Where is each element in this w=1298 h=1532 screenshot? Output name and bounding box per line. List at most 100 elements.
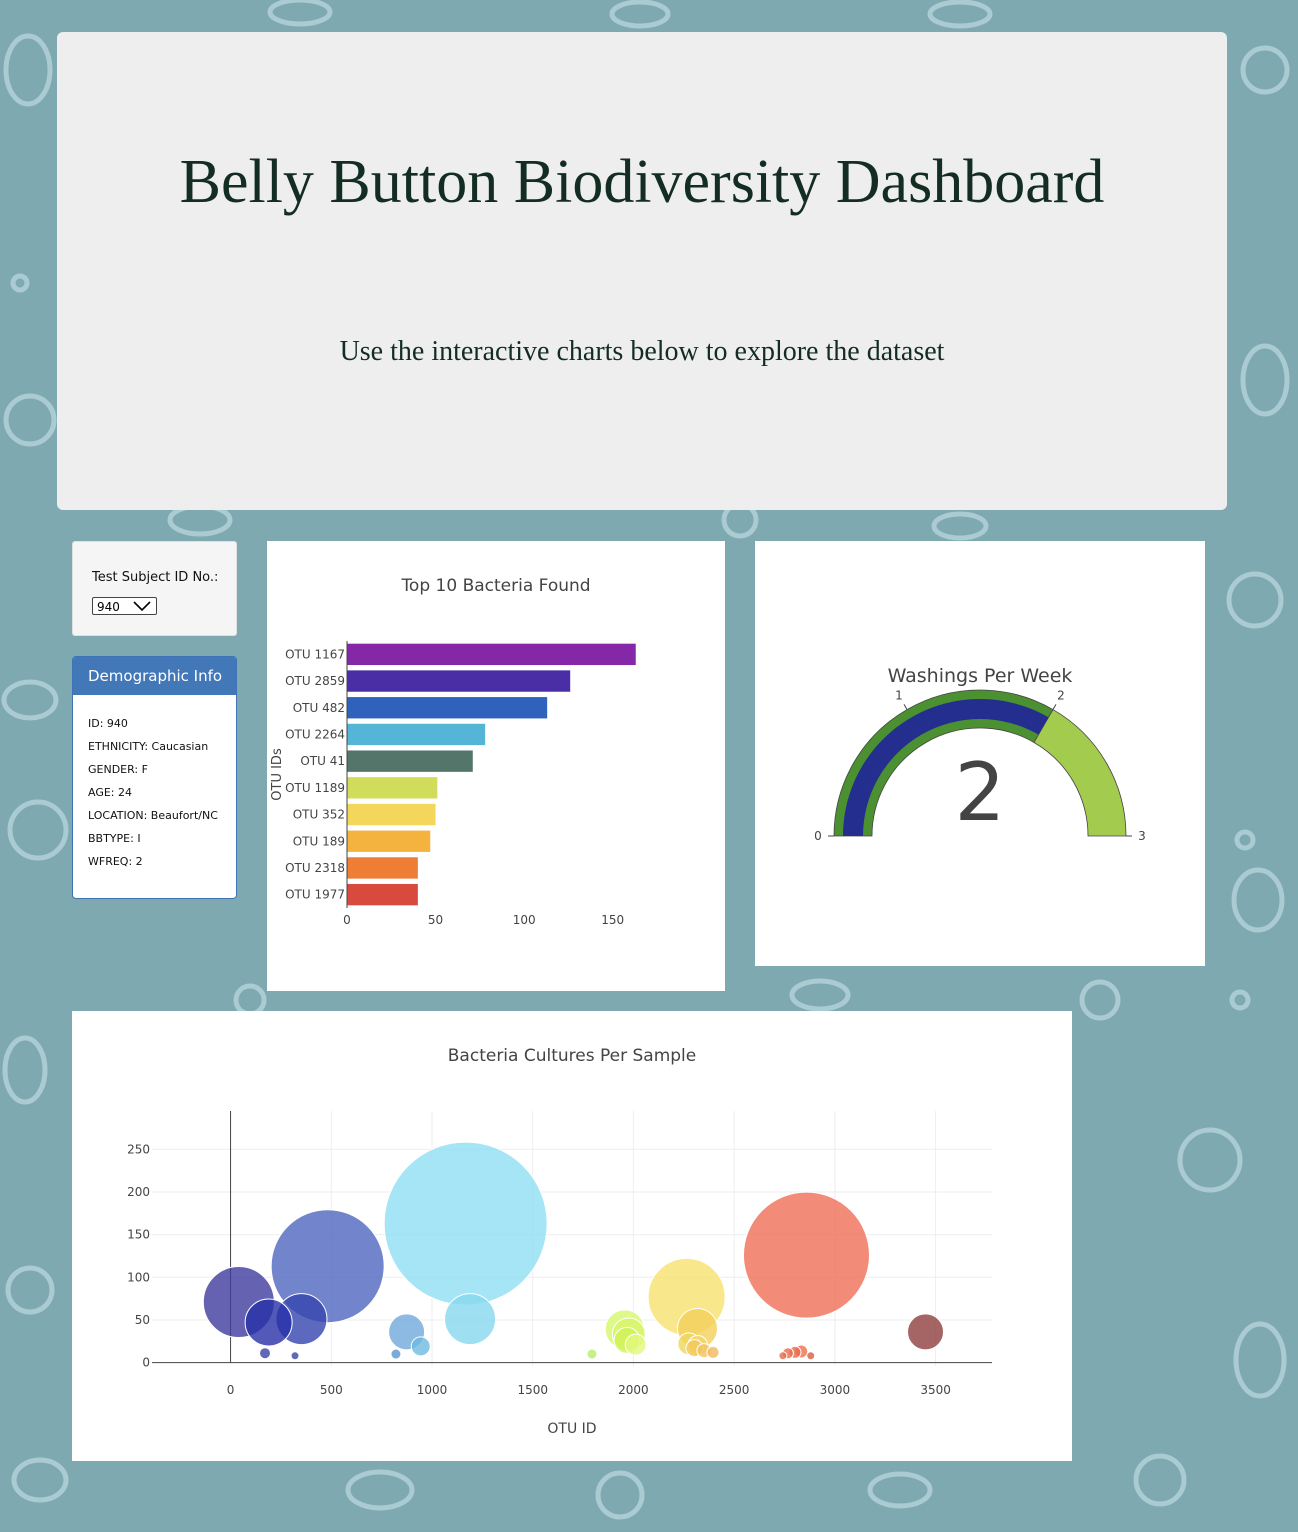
demographic-row-wfreq: WFREQ: 2 <box>88 855 143 868</box>
microbe-icon <box>267 0 333 27</box>
bar-otu-1167[interactable] <box>347 643 636 666</box>
microbe-icon <box>2 1035 48 1105</box>
bar-y-tick-label: OTU 2318 <box>285 861 345 875</box>
subject-selector-label: Test Subject ID No.: <box>92 570 219 585</box>
microbe-icon <box>3 393 57 447</box>
demographic-row-location: LOCATION: Beaufort/NC <box>88 809 218 822</box>
bubble-otu-1167[interactable] <box>383 1141 548 1306</box>
microbe-icon <box>233 983 267 1017</box>
gauge-value-number: 2 <box>955 746 1006 839</box>
bubble-y-tick-label: 200 <box>127 1185 150 1199</box>
bubble-chart-title: Bacteria Cultures Per Sample <box>448 1046 696 1066</box>
subject-id-selected-value: 940 <box>97 600 120 614</box>
bubble-otu-189[interactable] <box>244 1298 293 1347</box>
bubble-otu-2742[interactable] <box>778 1351 788 1361</box>
demographic-info-body: ID: 940 ETHNICITY: Caucasian GENDER: F A… <box>73 695 236 878</box>
microbe-icon <box>595 1470 645 1520</box>
gauge-chart-card: Washings Per Week 0 1 2 3 2 <box>755 541 1205 966</box>
microbe-icon <box>1177 1127 1243 1193</box>
bar-otu-352[interactable] <box>347 803 436 826</box>
bubble-x-tick-label: 500 <box>320 1383 343 1397</box>
bubble-otu-3450[interactable] <box>907 1313 945 1351</box>
gauge-title: Washings Per Week <box>888 665 1073 687</box>
bar-y-tick-label: OTU 2264 <box>285 727 345 741</box>
microbe-icon <box>1133 1453 1187 1507</box>
bubble-x-tick-label: 0 <box>227 1383 235 1397</box>
demographic-row-bbtype: BBTYPE: I <box>88 832 141 845</box>
bar-x-tick-label: 50 <box>428 913 443 927</box>
bar-y-tick-label: OTU 352 <box>293 808 345 822</box>
bar-otu-1977[interactable] <box>347 883 418 906</box>
demographic-info-heading: Demographic Info <box>73 657 236 695</box>
bar-otu-2264[interactable] <box>347 723 486 746</box>
demographic-row-id: ID: 940 <box>88 717 128 730</box>
microbe-icon <box>345 1469 415 1511</box>
bar-otu-1189[interactable] <box>347 777 438 799</box>
gauge-chart[interactable]: Washings Per Week 0 1 2 3 2 <box>755 541 1205 966</box>
bar-otu-2859[interactable] <box>347 670 571 692</box>
bubble-x-tick-label: 3500 <box>920 1383 951 1397</box>
bubble-otu-2880[interactable] <box>806 1351 816 1361</box>
bubble-otu-2011[interactable] <box>624 1333 647 1356</box>
microbe-icon <box>867 1471 933 1509</box>
bar-y-tick-label: OTU 1189 <box>285 781 345 795</box>
bubble-x-tick-label: 1500 <box>517 1383 548 1397</box>
demographic-row-age: AGE: 24 <box>88 786 133 799</box>
bubble-otu-944[interactable] <box>410 1336 431 1357</box>
bubble-otu-171[interactable] <box>259 1347 272 1360</box>
bar-x-tick-label: 150 <box>601 913 624 927</box>
page-title: Belly Button Biodiversity Dashboard <box>179 148 1105 216</box>
bubble-otu-821[interactable] <box>390 1348 402 1360</box>
page-subtitle: Use the interactive charts below to expl… <box>339 336 945 367</box>
bubble-otu-2859[interactable] <box>742 1191 870 1319</box>
demographic-info-panel: Demographic Info ID: 940 ETHNICITY: Cauc… <box>72 656 237 899</box>
microbe-icon <box>1229 989 1251 1011</box>
bar-chart-card: Top 10 Bacteria Found OTU IDs OTU 1167 OTU … <box>267 541 725 991</box>
bar-chart[interactable]: Top 10 Bacteria Found OTU IDs OTU 1167 OTU … <box>267 541 725 991</box>
bar-otu-2318[interactable] <box>347 857 418 879</box>
chevron-down-icon <box>133 601 151 612</box>
bubble-x-tick-label: 3000 <box>820 1383 851 1397</box>
microbe-icon <box>927 0 993 29</box>
bar-y-tick-label: OTU 482 <box>293 701 345 715</box>
microbe-icon <box>5 1265 55 1315</box>
header-jumbotron: Belly Button Biodiversity Dashboard Use … <box>57 32 1227 510</box>
gauge-tick-mark <box>1052 704 1057 710</box>
bar-y-tick-label: OTU 1167 <box>285 647 345 661</box>
bar-y-tick-label: OTU 2859 <box>285 674 345 688</box>
bubble-x-tick-label: 2000 <box>618 1383 649 1397</box>
bubble-y-tick-label: 50 <box>135 1313 150 1327</box>
bubble-x-tick-label: 2500 <box>719 1383 750 1397</box>
bar-chart-y-axis-label: OTU IDs <box>270 748 285 801</box>
bar-x-tick-label: 0 <box>343 913 351 927</box>
microbe-icon <box>1233 1321 1287 1399</box>
bar-otu-41[interactable] <box>347 750 473 772</box>
demographic-row-gender: GENDER: F <box>88 763 148 776</box>
gauge-tick-label: 0 <box>814 829 822 843</box>
bubble-otu-320[interactable] <box>290 1351 300 1361</box>
microbe-icon <box>931 511 989 541</box>
bubble-y-tick-label: 250 <box>127 1142 150 1156</box>
bubble-otu-1189[interactable] <box>444 1293 497 1346</box>
gauge-tick-label: 1 <box>895 689 903 703</box>
microbe-icon <box>1240 45 1290 95</box>
subject-id-dropdown[interactable]: 940 <box>92 597 157 615</box>
bar-y-tick-label: OTU 41 <box>300 754 345 768</box>
microbe-icon <box>1231 867 1285 933</box>
microbe-icon <box>11 1457 69 1503</box>
bubble-chart-card: Bacteria Cultures Per Sample 0 50 100 150 200… <box>72 1011 1072 1461</box>
gauge-step-1 <box>1033 709 1127 837</box>
bubble-x-tick-label: 1000 <box>417 1383 448 1397</box>
microbe-icon <box>1240 343 1290 417</box>
bubble-otu-2395[interactable] <box>706 1345 720 1359</box>
microbe-icon <box>789 978 851 1012</box>
microbe-icon <box>167 503 233 537</box>
bubble-otu-1794[interactable] <box>586 1348 598 1360</box>
bar-otu-482[interactable] <box>347 697 548 719</box>
bubble-chart[interactable]: Bacteria Cultures Per Sample 0 50 100 150 200… <box>72 1011 1072 1461</box>
gauge-tick-label: 3 <box>1138 829 1146 843</box>
bar-chart-title: Top 10 Bacteria Found <box>400 576 590 596</box>
microbe-icon <box>10 273 30 293</box>
microbe-icon <box>1226 571 1284 629</box>
bar-otu-189[interactable] <box>347 830 431 852</box>
